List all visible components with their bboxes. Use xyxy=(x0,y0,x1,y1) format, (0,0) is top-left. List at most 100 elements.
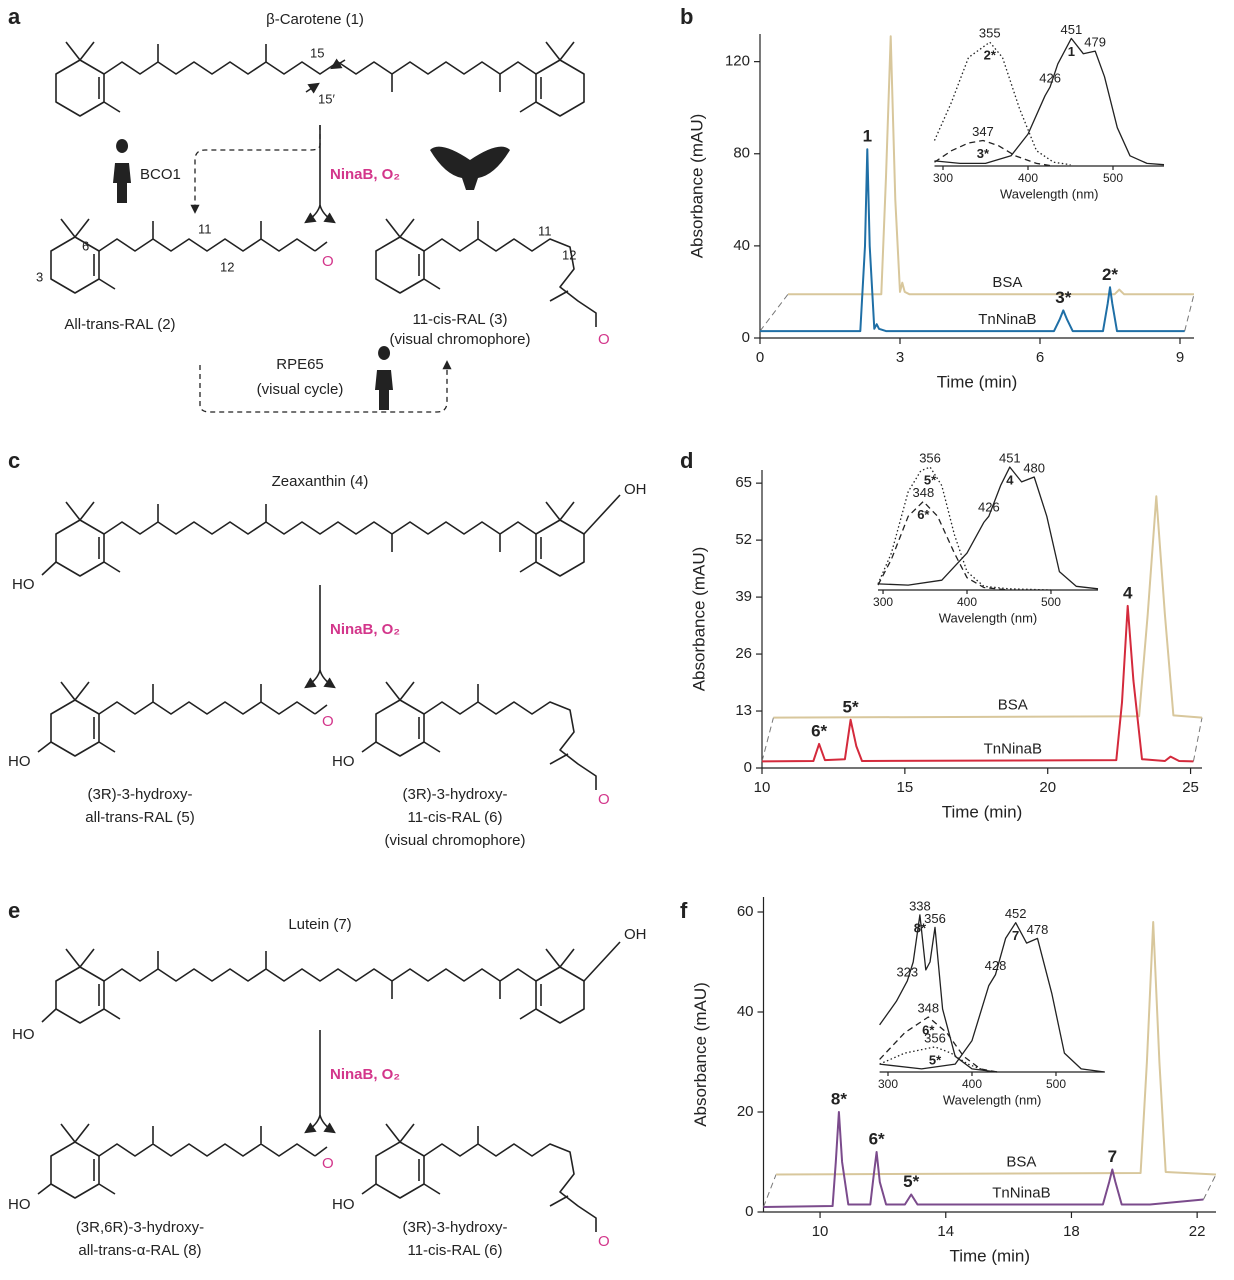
compound-name: 11-cis-RAL (6) xyxy=(407,809,502,826)
oxygen: O xyxy=(598,1233,610,1250)
y-tick-label: 40 xyxy=(733,237,750,254)
polyene-chain xyxy=(103,950,537,1000)
y-tick-label: 0 xyxy=(745,1203,753,1220)
series-label: BSA xyxy=(1006,1153,1036,1170)
atom-number: 15′ xyxy=(318,91,335,106)
x-tick-label: 9 xyxy=(1176,349,1184,366)
series-line xyxy=(773,495,1203,719)
series-line xyxy=(877,466,1052,591)
polyene-chain xyxy=(98,683,316,715)
atom-label: HO xyxy=(332,753,355,770)
ninab-arrow xyxy=(319,669,336,689)
ring xyxy=(375,218,441,294)
moth-icon xyxy=(430,146,510,190)
ninab-arrow xyxy=(304,204,321,224)
peak-label: 451 xyxy=(999,451,1021,466)
oxygen: O xyxy=(322,713,334,730)
peak-annotation: 6* xyxy=(869,1129,885,1148)
series-line xyxy=(760,148,1185,333)
compound-note: (visual chromophore) xyxy=(385,832,526,849)
compound-name: Lutein (7) xyxy=(288,916,351,933)
panel-label: b xyxy=(680,4,693,29)
atom-label: HO xyxy=(332,1196,355,1213)
peak-label: 338 xyxy=(909,898,931,913)
ring xyxy=(55,41,121,117)
x-tick-label: 6 xyxy=(1036,349,1044,366)
peak-annotation: 8* xyxy=(831,1089,847,1108)
human-icon xyxy=(375,346,393,410)
y-tick-label: 80 xyxy=(733,145,750,162)
x-tick-label: 400 xyxy=(962,1077,982,1091)
polyene-chain xyxy=(103,503,537,553)
y-tick-label: 52 xyxy=(735,531,752,548)
bond xyxy=(361,1183,377,1195)
compound-name: Zeaxanthin (4) xyxy=(272,473,369,490)
x-tick-label: 25 xyxy=(1182,779,1199,796)
atom-label: HO xyxy=(12,576,35,593)
compound-name: β-Carotene (1) xyxy=(266,11,364,28)
polyene-chain xyxy=(98,1125,316,1157)
panel-label: f xyxy=(680,898,688,923)
peak-label: 479 xyxy=(1084,35,1106,50)
ring xyxy=(55,948,121,1024)
series-line xyxy=(877,500,1010,591)
human-icon xyxy=(113,139,131,203)
compound-note: (visual chromophore) xyxy=(390,331,531,348)
atom-label: HO xyxy=(12,1026,35,1043)
hydroxyl-bond xyxy=(41,494,621,576)
series-label: 2* xyxy=(984,48,997,63)
series-label: 6* xyxy=(922,1022,935,1037)
panel-label: d xyxy=(680,448,693,473)
y-tick-label: 39 xyxy=(735,588,752,605)
peak-label: 356 xyxy=(924,1030,946,1045)
enzyme-note: (visual cycle) xyxy=(257,381,344,398)
series-line xyxy=(776,921,1217,1176)
ring xyxy=(519,948,585,1024)
x-axis-label: Wavelength (nm) xyxy=(943,1092,1042,1107)
compound-name: 11-cis-RAL (6) xyxy=(407,1242,502,1259)
atom-label: HO xyxy=(8,1196,31,1213)
x-tick-label: 10 xyxy=(754,779,771,796)
bond xyxy=(37,1146,328,1195)
series-label: 5* xyxy=(924,473,937,488)
bco1-arrow xyxy=(190,125,321,214)
atom-number: 12 xyxy=(220,259,234,274)
atom-number: 12 xyxy=(562,247,576,262)
oxygen: O xyxy=(322,1155,334,1172)
series-label: TnNinaB xyxy=(978,311,1036,328)
compound-name: 11-cis-RAL (3) xyxy=(412,311,507,328)
atom-label: OH xyxy=(624,481,647,498)
peak-label: 428 xyxy=(985,958,1007,973)
x-tick-label: 0 xyxy=(756,349,764,366)
peak-label: 478 xyxy=(1027,922,1049,937)
peak-annotation: 7 xyxy=(1108,1147,1117,1166)
perspective-line xyxy=(1192,717,1203,762)
perspective-line xyxy=(1202,1174,1217,1200)
series-label: 5* xyxy=(929,1052,942,1067)
panel-label: c xyxy=(8,448,20,473)
y-tick-label: 13 xyxy=(735,702,752,719)
polyene-chain xyxy=(423,1125,597,1233)
oxygen: O xyxy=(322,253,334,270)
series-line xyxy=(934,37,1165,166)
panel-label: e xyxy=(8,898,20,923)
atom-number: 11 xyxy=(198,221,212,236)
series-label: 3* xyxy=(977,146,990,161)
ring xyxy=(55,501,121,577)
perspective-line xyxy=(763,1174,777,1208)
cleavage-arrow xyxy=(330,58,346,70)
perspective-line xyxy=(759,293,789,332)
compound-name: all-trans-α-RAL (8) xyxy=(78,1242,201,1259)
enzyme-label: NinaB, O₂ xyxy=(330,166,400,183)
compound-name: (3R)-3-hydroxy- xyxy=(402,1219,507,1236)
y-tick-label: 0 xyxy=(742,329,750,346)
x-axis-label: Time (min) xyxy=(942,802,1023,821)
series-line xyxy=(788,35,1194,296)
peak-annotation: 1 xyxy=(863,127,872,146)
ring xyxy=(519,41,585,117)
peak-label: 356 xyxy=(924,911,946,926)
perspective-line xyxy=(1184,294,1195,332)
atom-number: 11 xyxy=(538,223,552,238)
ring xyxy=(519,501,585,577)
